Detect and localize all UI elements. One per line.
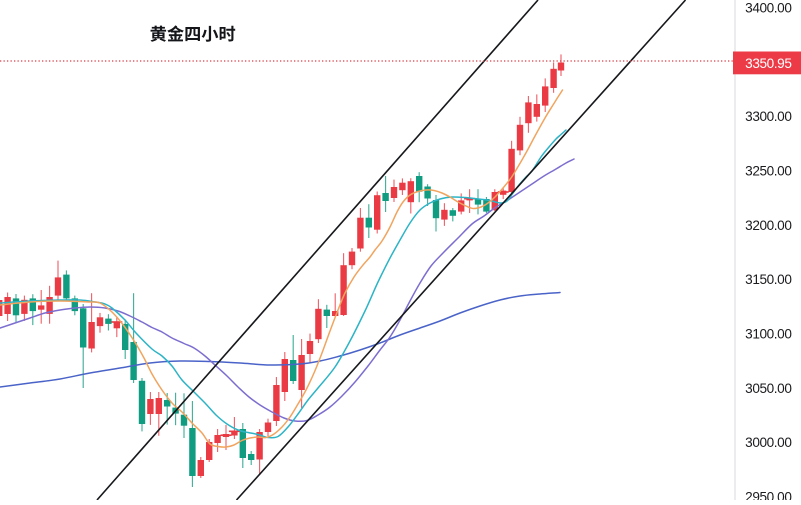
svg-text:3300.00: 3300.00: [745, 109, 792, 124]
svg-text:3350.95: 3350.95: [745, 56, 791, 71]
svg-text:3000.00: 3000.00: [745, 435, 792, 450]
svg-text:2950.00: 2950.00: [745, 490, 792, 501]
svg-text:3100.00: 3100.00: [745, 327, 792, 342]
svg-text:3250.00: 3250.00: [745, 164, 792, 179]
svg-text:3150.00: 3150.00: [745, 272, 792, 287]
svg-text:3050.00: 3050.00: [745, 381, 792, 396]
svg-text:3200.00: 3200.00: [745, 218, 792, 233]
svg-text:3400.00: 3400.00: [745, 1, 792, 16]
